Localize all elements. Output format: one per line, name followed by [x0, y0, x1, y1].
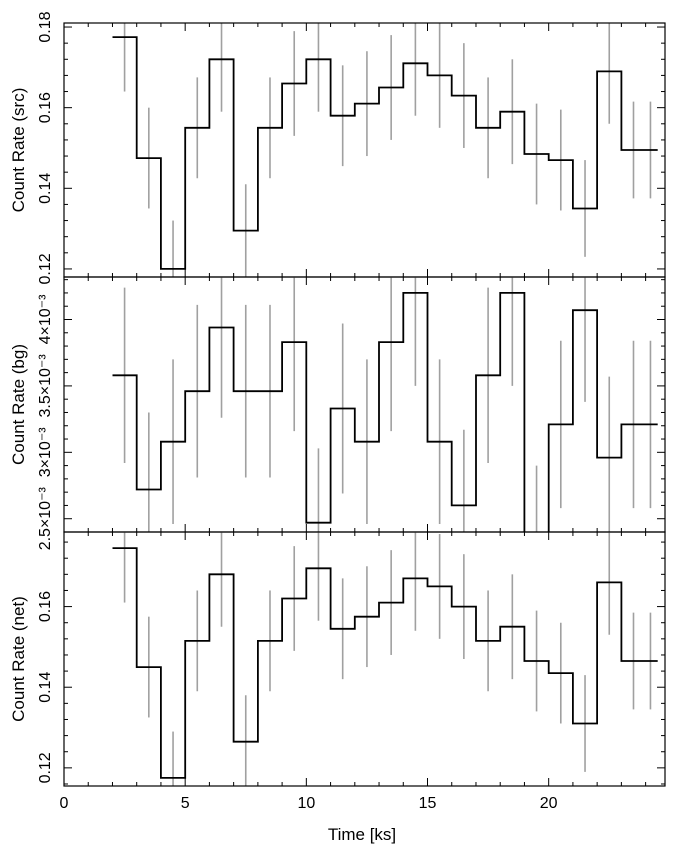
y-tick-label: 0.18	[37, 11, 54, 42]
step-line	[112, 36, 658, 270]
step-line	[112, 292, 658, 532]
y-axis-label: Count Rate (src)	[9, 88, 28, 213]
x-tick-label: 10	[297, 795, 315, 812]
panel-net: 0.12 0.14 0.16 Count Rate (net) 0 5 10 15 20	[9, 531, 666, 812]
y-tick-label: 4×10⁻³	[37, 294, 54, 344]
panel-frame	[63, 276, 666, 533]
x-tick-label: 15	[419, 795, 437, 812]
x-axis-label: Time [ks]	[328, 825, 396, 844]
y-tick-label: 0.16	[37, 591, 54, 622]
x-tick-label: 5	[181, 795, 190, 812]
y-axis-label: Count Rate (bg)	[9, 344, 28, 465]
x-tick-label: 20	[540, 795, 558, 812]
step-line	[112, 547, 658, 779]
panel-src: 0.12 0.14 0.16 0.18 Count Rate (src)	[9, 11, 666, 285]
y-tick-label: 3.5×10⁻³	[37, 354, 54, 418]
data-layer	[112, 277, 658, 532]
data-layer	[112, 23, 658, 277]
x-tick-label: 0	[60, 795, 69, 812]
y-tick-label: 0.12	[37, 752, 54, 783]
y-tick-label: 0.12	[37, 253, 54, 284]
y-tick-label: 0.14	[37, 173, 54, 204]
y-axis-label: Count Rate (net)	[9, 596, 28, 722]
panel-bg: 2.5×10⁻³ 3×10⁻³ 3.5×10⁻³ 4×10⁻³ Count Rate (…	[9, 276, 666, 550]
data-layer	[112, 532, 658, 786]
y-tick-label: 2.5×10⁻³	[37, 486, 54, 550]
panel-frame	[63, 531, 666, 787]
y-tick-label: 3×10⁻³	[37, 427, 54, 477]
y-tick-label: 0.16	[37, 92, 54, 123]
panel-frame	[63, 22, 666, 278]
y-tick-label: 0.14	[37, 672, 54, 703]
